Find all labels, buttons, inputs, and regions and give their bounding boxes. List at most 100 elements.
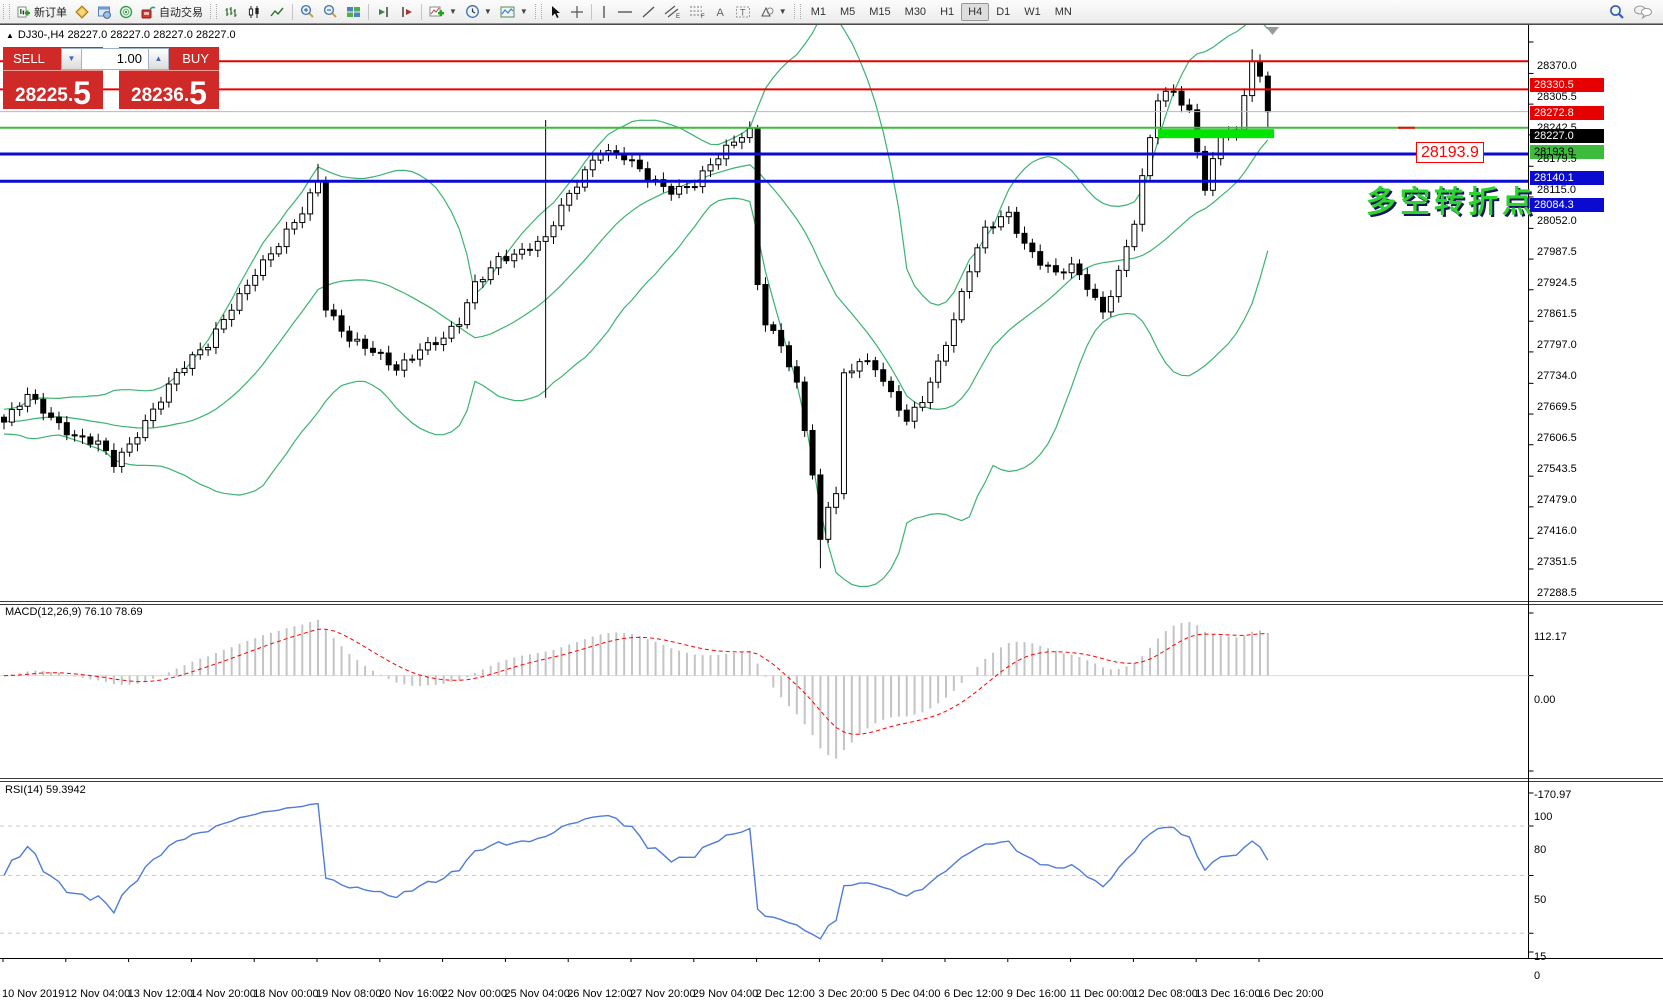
bear-candle	[362, 338, 369, 349]
line-chart-mode-button[interactable]	[266, 1, 289, 22]
bull-candle	[197, 349, 204, 356]
bear-candle	[872, 360, 879, 371]
price-level-callout[interactable]: 28193.9	[1416, 142, 1484, 163]
chart-window-title: ▲ DJ30-,H4 28227.0 28227.0 28227.0 28227.…	[6, 29, 236, 41]
bull-candle	[283, 228, 290, 248]
timeframe-button-h4[interactable]: H4	[961, 2, 990, 21]
chart-shift-button[interactable]	[395, 1, 418, 22]
trendline-tool-button[interactable]	[637, 1, 660, 22]
text-tool-button[interactable]: A	[710, 1, 731, 22]
chart-svg[interactable]	[0, 25, 1663, 988]
crosshair-button[interactable]	[566, 1, 588, 22]
timeframe-button-w1[interactable]: W1	[1024, 5, 1041, 18]
trendline-icon	[642, 5, 655, 18]
one-click-trading-panel: SELL 28225. 5 BUY 28236. 5 ▼ 1.00 ▲	[3, 47, 219, 109]
bull-candle	[676, 186, 683, 195]
timeframe-button-d1[interactable]: D1	[996, 5, 1011, 18]
bear-candle	[683, 186, 690, 189]
timeframe-button-m30[interactable]: M30	[904, 5, 927, 18]
search-icon	[1610, 4, 1624, 19]
thick-trend-segment[interactable]	[1157, 129, 1275, 139]
tile-windows-button[interactable]	[342, 1, 365, 22]
bear-candle	[71, 434, 78, 437]
bull-candle	[134, 437, 141, 445]
signals-button[interactable]	[115, 1, 137, 22]
timeframe-button-m15[interactable]: M15	[869, 5, 891, 18]
bull-candle	[1123, 246, 1130, 271]
bull-candle	[833, 493, 840, 508]
bull-candle	[731, 141, 738, 146]
bear-candle	[377, 351, 384, 354]
zoom-in-button[interactable]	[296, 1, 319, 22]
data-window-button[interactable]	[93, 1, 115, 22]
indicators-icon	[429, 6, 444, 16]
chart-shift-marker-icon[interactable]	[1266, 27, 1279, 35]
bull-candle	[1249, 60, 1256, 97]
bull-candle	[479, 279, 486, 283]
fibonacci-tool-button[interactable]: F	[685, 1, 710, 22]
time-axis-label: 12 Nov 04:00	[64, 988, 131, 1000]
bull-candle	[738, 137, 745, 143]
bollinger-lower-band[interactable]	[3, 197, 1269, 588]
crosshair-icon	[570, 5, 583, 18]
chart-canvas[interactable]: 28330.5 28272.8 28227.0 28193.9 28140.1 28084…	[0, 24, 1663, 1000]
bear-candle	[503, 256, 510, 262]
chat-button[interactable]	[1629, 1, 1657, 22]
bear-candle	[793, 366, 800, 383]
cursor-icon	[551, 5, 560, 18]
bull-candle	[589, 159, 596, 171]
time-axis-label: 22 Nov 00:00	[441, 988, 508, 1000]
bull-candle	[566, 192, 573, 206]
candlestick-mode-button[interactable]	[243, 1, 266, 22]
time-axis-label: 9 Dec 16:00	[1006, 988, 1067, 1000]
auto-scroll-button[interactable]	[372, 1, 395, 22]
period-button[interactable]: ▼	[461, 1, 496, 22]
bear-candle	[48, 412, 55, 418]
svg-text:T: T	[740, 7, 746, 17]
horizontal-line-tool-button[interactable]	[613, 1, 637, 22]
market-watch-button[interactable]	[71, 1, 93, 22]
bull-candle	[534, 240, 541, 251]
channel-tool-button[interactable]: E	[660, 1, 685, 22]
text-icon: A	[716, 7, 724, 19]
timeframe-button-m5[interactable]: M5	[839, 5, 856, 18]
bull-candle	[173, 372, 180, 385]
volume-input[interactable]: 1.00	[82, 48, 148, 70]
new-order-label: 新订单	[34, 6, 67, 19]
sell-label: SELL	[3, 47, 103, 71]
timeframe-button-h1[interactable]: H1	[940, 5, 955, 18]
bull-candle	[236, 293, 243, 311]
svg-text:A: A	[716, 7, 724, 19]
bull-candle	[511, 253, 518, 262]
timeframe-button-m1[interactable]: M1	[810, 5, 826, 18]
templates-button[interactable]: ▼	[496, 1, 532, 22]
text-label-tool-button[interactable]: T	[731, 1, 755, 22]
bollinger-middle-band[interactable]	[3, 139, 1269, 429]
turning-point-annotation[interactable]: 多空转折点	[1366, 186, 1536, 219]
bear-candle	[1052, 265, 1059, 273]
indicators-button[interactable]: ▼	[425, 1, 461, 22]
bear-candle	[880, 369, 887, 382]
shapes-button[interactable]: ▼	[755, 1, 791, 22]
search-button[interactable]	[1605, 1, 1629, 22]
sell-button[interactable]: SELL 28225. 5	[3, 47, 103, 109]
auto-trading-button[interactable]: 自动交易	[137, 1, 207, 22]
volume-increase-button[interactable]: ▲	[148, 48, 169, 70]
vertical-line-tool-button[interactable]	[595, 1, 613, 22]
zoom-out-button[interactable]	[319, 1, 342, 22]
bear-candle	[32, 393, 39, 400]
chat-icon	[1634, 5, 1652, 19]
bar-chart-mode-button[interactable]	[220, 1, 243, 22]
collapse-arrow-icon[interactable]: ▲	[6, 31, 14, 40]
macd-signal-line	[3, 628, 1268, 735]
rsi-line	[3, 802, 1269, 940]
bull-candle	[95, 440, 102, 445]
volume-decrease-button[interactable]: ▼	[61, 48, 82, 70]
new-order-button[interactable]: 新订单	[13, 1, 71, 22]
bull-candle	[864, 360, 871, 363]
bear-candle	[1013, 211, 1020, 234]
timeframe-button-mn[interactable]: MN	[1054, 5, 1072, 18]
horizontal-line-icon	[617, 10, 632, 13]
bear-candle	[1202, 150, 1209, 191]
cursor-button[interactable]	[545, 1, 566, 22]
